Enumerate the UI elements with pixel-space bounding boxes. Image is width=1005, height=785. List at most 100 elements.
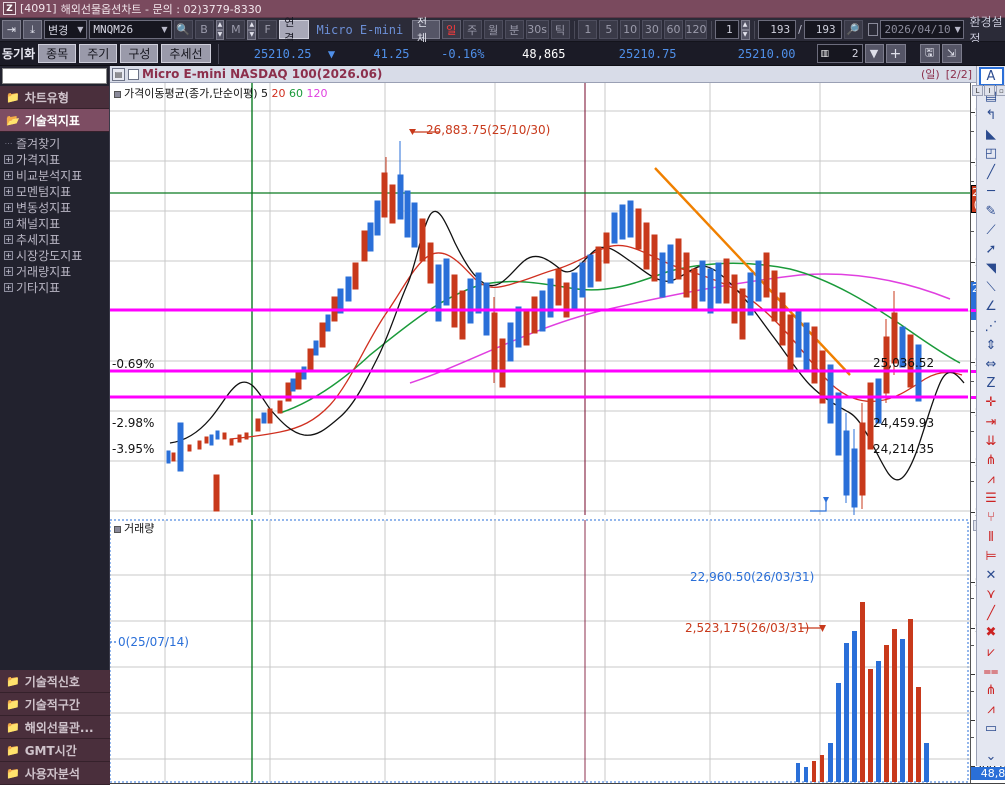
sync-label[interactable]: 동기화 bbox=[2, 47, 36, 61]
horizontal-extent-icon[interactable]: ⇔ bbox=[985, 356, 997, 372]
pane-info-icon[interactable]: I bbox=[984, 85, 995, 96]
settings-label[interactable]: 환경설정 bbox=[969, 14, 1003, 46]
sidebar-folder-gmt-time[interactable]: 📁 GMT시간 bbox=[0, 739, 110, 762]
save-icon[interactable]: 🖫 bbox=[919, 44, 940, 63]
bars-shown-input[interactable]: 193 bbox=[758, 20, 797, 39]
cross-lines-icon[interactable]: ✕ bbox=[985, 567, 997, 583]
period-all-button[interactable]: 전체 bbox=[411, 16, 440, 45]
expand-plus-icon[interactable]: + bbox=[4, 202, 13, 212]
vertical-extent-icon[interactable]: ⇕ bbox=[985, 337, 997, 353]
count-input[interactable]: 1 bbox=[715, 20, 739, 39]
price-pane-controls[interactable]: L I ▫ ✕ bbox=[972, 85, 1005, 96]
dock-down-button[interactable]: ⤓ bbox=[23, 20, 42, 39]
expand-plus-icon[interactable]: + bbox=[4, 186, 13, 196]
down-arrows-icon[interactable]: ⇊ bbox=[985, 433, 997, 449]
eraser-icon[interactable]: ◰ bbox=[984, 146, 998, 162]
speed-fan-icon[interactable]: ⋔ bbox=[985, 682, 997, 698]
pencil-line-icon[interactable]: ✎ bbox=[985, 203, 997, 219]
search-icon[interactable]: 🔍 bbox=[173, 20, 193, 39]
fibonacci-timezone-icon[interactable]: ☰ bbox=[985, 491, 997, 507]
horizontal-line-icon[interactable]: ─ bbox=[987, 184, 995, 200]
connect-button[interactable]: 연결 bbox=[279, 16, 309, 45]
cross-arrow-icon[interactable]: ✛ bbox=[985, 395, 997, 411]
add-chart-button[interactable]: + bbox=[885, 44, 906, 63]
tree-item-price[interactable]: + 가격지표 bbox=[4, 151, 109, 167]
line-icon[interactable]: ╱ bbox=[987, 165, 995, 181]
tree-item-comparative[interactable]: + 비교분석지표 bbox=[4, 167, 109, 183]
minute-1-button[interactable]: 1 bbox=[578, 20, 598, 39]
minute-60-button[interactable]: 60 bbox=[663, 20, 684, 39]
fibonacci-fan-icon[interactable]: ⋔ bbox=[985, 452, 997, 468]
export-icon[interactable]: ⇲ bbox=[941, 44, 962, 63]
sidebar-folder-technical-signal[interactable]: 📁 기술적신호 bbox=[0, 670, 110, 693]
expand-plus-icon[interactable]: + bbox=[4, 234, 13, 244]
right-arrow-icon[interactable]: ⇥ bbox=[985, 414, 997, 430]
zoom-search-icon[interactable]: 🔎 bbox=[843, 20, 863, 39]
tree-item-market-strength[interactable]: + 시장강도지표 bbox=[4, 247, 109, 263]
fibonacci-retracement-icon[interactable]: ⩘ bbox=[987, 472, 995, 488]
speed-line-icon[interactable]: ⩘ bbox=[987, 702, 995, 718]
layout-dropdown-icon[interactable]: ▼ bbox=[864, 44, 884, 63]
tree-item-favorites[interactable]: ⋯ 즐겨찾기 bbox=[4, 135, 109, 151]
angle-icon[interactable]: ∠ bbox=[985, 299, 997, 315]
time-axis[interactable]: 2025/07/14 25/09/02 10 11 12 2026 02 03 … bbox=[110, 783, 1005, 785]
minute-120-button[interactable]: 120 bbox=[685, 20, 707, 39]
count-spinner[interactable]: ▲ ▼ bbox=[740, 20, 750, 40]
change-mode-select[interactable]: 변경 ▼ bbox=[44, 20, 88, 39]
expand-left-button[interactable]: ⇥ bbox=[2, 20, 21, 39]
rectangle-icon[interactable]: ▭ bbox=[984, 721, 998, 737]
tree-item-trend[interactable]: + 추세지표 bbox=[4, 231, 109, 247]
expand-plus-icon[interactable]: + bbox=[4, 282, 13, 292]
chart-plot-area[interactable]: 가격이동평균(종가,단순이평) 5 20 60 120 bbox=[109, 83, 970, 783]
thick-line-icon[interactable]: ◥ bbox=[986, 261, 996, 277]
period-30s-button[interactable]: 30s bbox=[525, 20, 549, 39]
gann-line-icon[interactable]: ╱ bbox=[987, 606, 995, 622]
gann-level-icon[interactable]: ⩵ bbox=[983, 663, 999, 679]
period-week-button[interactable]: 주 bbox=[462, 20, 482, 39]
tree-item-volatility[interactable]: + 변동성지표 bbox=[4, 199, 109, 215]
board-m-button[interactable]: M bbox=[226, 20, 246, 39]
pane-maximize-icon[interactable]: ▫ bbox=[996, 85, 1005, 96]
period-tick-button[interactable]: 틱 bbox=[550, 20, 570, 39]
fibonacci-arc-icon[interactable]: ⑂ bbox=[987, 510, 995, 526]
arrow-line-icon[interactable]: ➚ bbox=[985, 241, 997, 257]
expand-plus-icon[interactable]: + bbox=[4, 154, 13, 164]
expand-plus-icon[interactable]: + bbox=[4, 218, 13, 228]
tree-item-volume[interactable]: + 거래량지표 bbox=[4, 263, 109, 279]
tree-item-channel[interactable]: + 채널지표 bbox=[4, 215, 109, 231]
date-checkbox[interactable] bbox=[867, 23, 879, 36]
regression-band-icon[interactable]: ⋎ bbox=[986, 587, 996, 603]
m-spinner[interactable]: ▲ ▼ bbox=[247, 20, 257, 40]
date-select[interactable]: 2026/04/10 ▼ bbox=[880, 20, 965, 39]
undo-icon[interactable]: ↰ bbox=[985, 107, 997, 123]
fd-icon[interactable]: ⊨ bbox=[985, 548, 997, 564]
minute-30-button[interactable]: 30 bbox=[642, 20, 662, 39]
node-line-icon[interactable]: ⋰ bbox=[984, 318, 998, 334]
pane-anchor-icon[interactable]: L bbox=[972, 85, 983, 96]
minute-10-button[interactable]: 10 bbox=[620, 20, 640, 39]
minute-5-button[interactable]: 5 bbox=[599, 20, 619, 39]
indicator-search-input[interactable] bbox=[2, 68, 107, 84]
eraser-all-icon[interactable]: ◣ bbox=[986, 126, 996, 142]
symbol-button[interactable]: 종목 bbox=[38, 44, 77, 63]
text-A-icon[interactable]: A bbox=[978, 67, 1004, 86]
b-spinner[interactable]: ▲ ▼ bbox=[215, 20, 225, 40]
bars-total-input[interactable]: 193 bbox=[803, 20, 842, 39]
sidebar-folder-overseas-futures[interactable]: 📁 해외선물관... bbox=[0, 716, 110, 739]
period-month-button[interactable]: 월 bbox=[483, 20, 503, 39]
fibonacci-channel-icon[interactable]: ⦀ bbox=[988, 529, 994, 545]
composition-button[interactable]: 구성 bbox=[120, 44, 159, 63]
ray-icon[interactable]: ⟋ bbox=[986, 222, 996, 238]
period-minute-button[interactable]: 분 bbox=[504, 20, 524, 39]
expand-plus-icon[interactable]: + bbox=[4, 250, 13, 260]
trendline-button[interactable]: 추세선 bbox=[161, 44, 211, 63]
segment-icon[interactable]: ⟍ bbox=[986, 280, 996, 296]
sidebar-folder-technical-indicator[interactable]: 📂 기술적지표 bbox=[0, 109, 109, 132]
zigzag-icon[interactable]: Z bbox=[986, 376, 996, 392]
sidebar-folder-chart-type[interactable]: 📁 차트유형 bbox=[0, 86, 109, 109]
period-day-button[interactable]: 일 bbox=[441, 20, 461, 39]
sidebar-folder-user-analysis[interactable]: 📁 사용자분석 bbox=[0, 762, 110, 785]
gann-grid-icon[interactable]: ⩗ bbox=[987, 644, 995, 660]
chart-menu-icon[interactable]: ▤ bbox=[112, 67, 125, 81]
sidebar-folder-technical-range[interactable]: 📁 기술적구간 bbox=[0, 693, 110, 716]
